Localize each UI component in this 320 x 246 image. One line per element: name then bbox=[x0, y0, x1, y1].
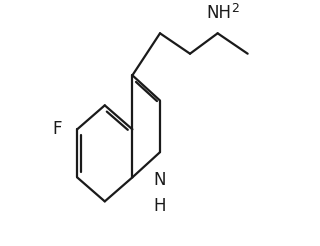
Text: 2: 2 bbox=[231, 2, 239, 15]
Text: F: F bbox=[52, 120, 61, 138]
Text: NH: NH bbox=[207, 4, 232, 22]
Text: H: H bbox=[154, 197, 166, 215]
Text: N: N bbox=[154, 171, 166, 189]
